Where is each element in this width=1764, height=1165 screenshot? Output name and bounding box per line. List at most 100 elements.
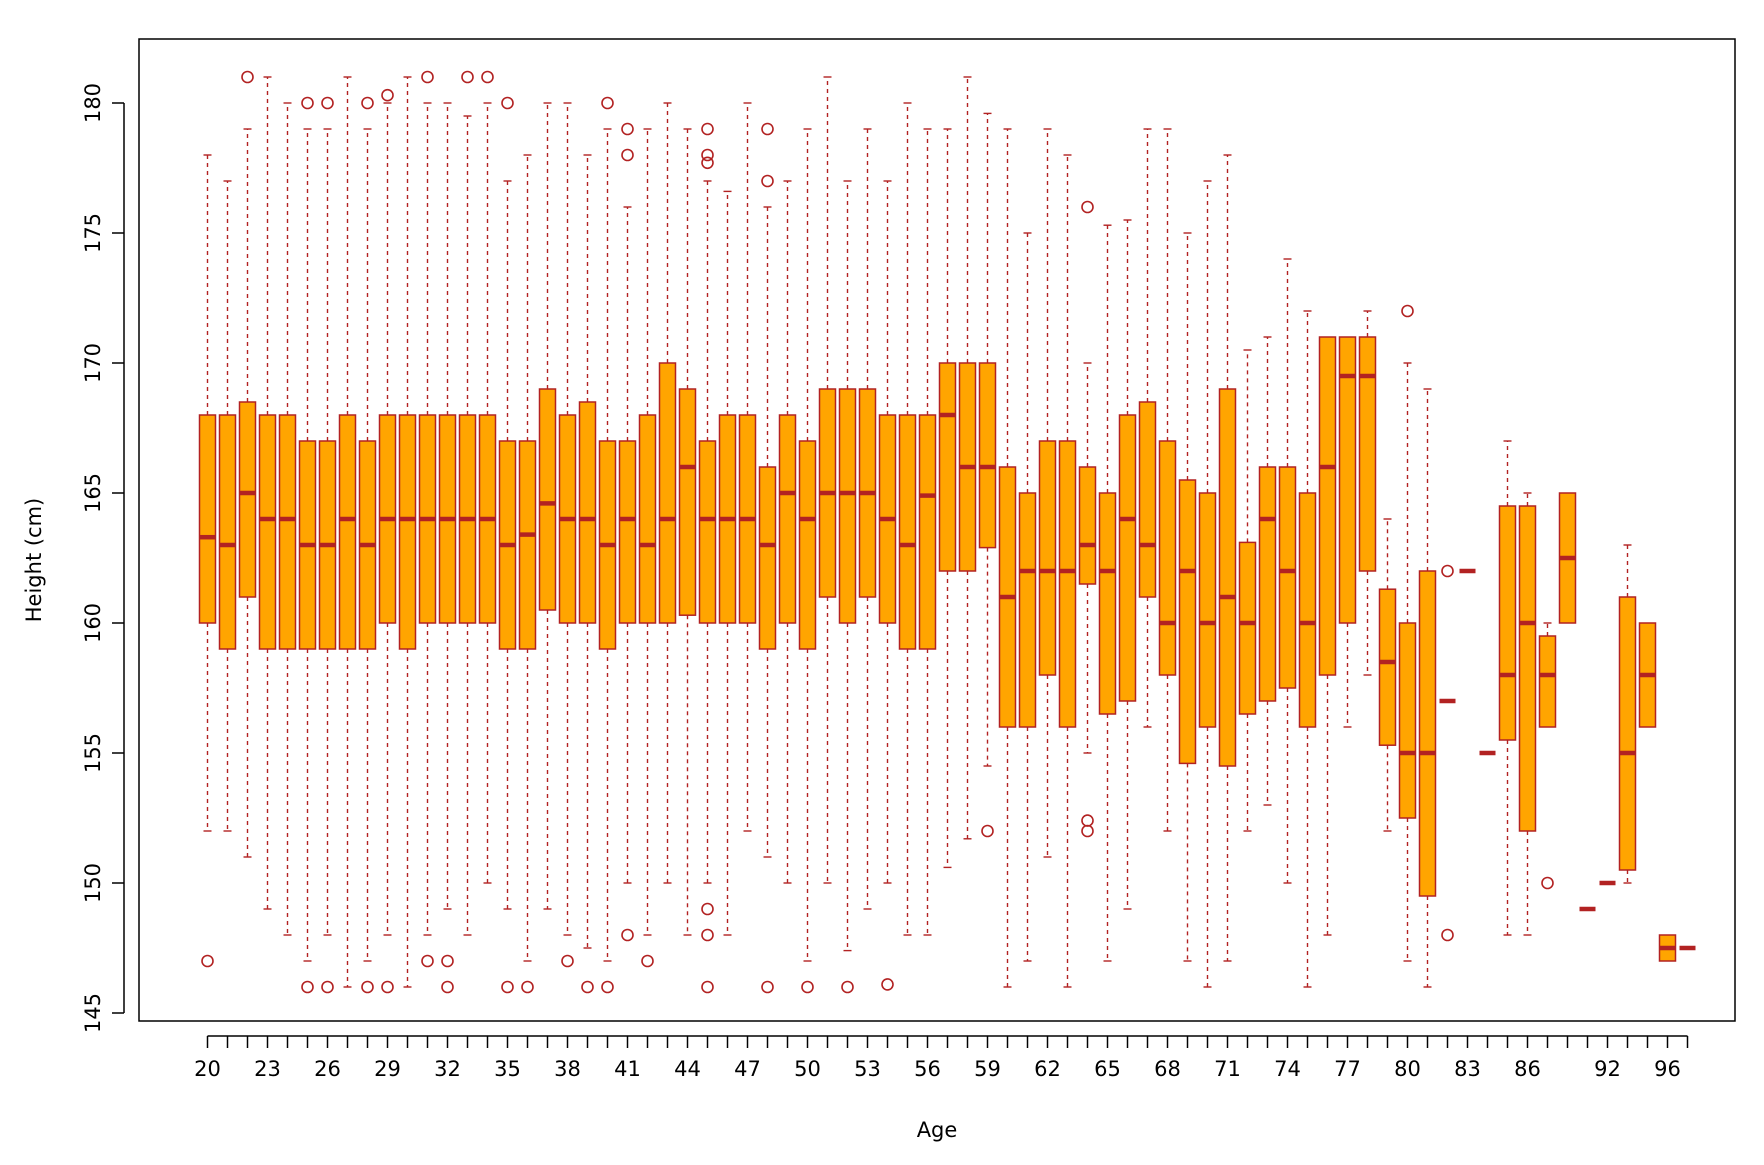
- box-age-53: [858, 128, 877, 910]
- box: [918, 414, 937, 650]
- outlier-point: [1081, 814, 1094, 827]
- box: [278, 414, 297, 650]
- outlier-point: [761, 980, 774, 994]
- box-age-34: [478, 70, 497, 884]
- box: [638, 414, 657, 624]
- box: [1298, 492, 1317, 728]
- box-age-70: [1198, 180, 1217, 988]
- outlier-point: [701, 902, 714, 916]
- box-age-40: [598, 96, 617, 994]
- box-age-29: [378, 88, 397, 994]
- box: [1098, 492, 1117, 715]
- box: [1158, 440, 1177, 676]
- outlier-point: [1081, 824, 1094, 838]
- outlier-point: [501, 980, 514, 994]
- box-age-35: [498, 96, 517, 994]
- box-age-74: [1278, 258, 1297, 884]
- box-age-65: [1098, 224, 1117, 962]
- box-age-72: [1238, 349, 1257, 832]
- box: [1258, 466, 1277, 702]
- x-tick-label: 38: [554, 1057, 581, 1081]
- box-age-43: [658, 102, 677, 884]
- box-age-56: [918, 128, 937, 936]
- box-age-39: [578, 154, 597, 994]
- outlier-point: [701, 122, 714, 136]
- outlier-point: [1401, 304, 1414, 318]
- x-axis-title: Age: [917, 1118, 958, 1142]
- box-age-50: [798, 128, 817, 994]
- box-age-24: [278, 102, 297, 936]
- outlier-point: [1441, 928, 1454, 942]
- outlier-point: [1441, 564, 1454, 578]
- outlier-point: [701, 928, 714, 942]
- box-series: [198, 70, 1696, 994]
- y-axis: 145 150 155 160 165 170 175 180: [81, 83, 125, 1033]
- x-tick-label: 44: [674, 1057, 701, 1081]
- box-age-68: [1158, 128, 1177, 832]
- box: [618, 440, 637, 624]
- box: [218, 414, 237, 650]
- outlier-point: [761, 174, 774, 188]
- box-age-30: [398, 76, 417, 988]
- box-age-37: [538, 102, 557, 910]
- box-age-69: [1178, 232, 1197, 962]
- box-age-20: [198, 154, 217, 968]
- outlier-point: [621, 928, 634, 942]
- box-age-67: [1138, 128, 1157, 728]
- x-tick-label: 53: [854, 1057, 881, 1081]
- x-tick-label: 23: [254, 1057, 281, 1081]
- box: [398, 414, 417, 650]
- x-tick-label: 62: [1034, 1057, 1061, 1081]
- outlier-point: [1081, 200, 1094, 214]
- box: [978, 362, 997, 549]
- box: [1238, 541, 1257, 715]
- box-age-41: [618, 122, 637, 942]
- box-age-21: [218, 180, 237, 832]
- box-age-86: [1518, 492, 1537, 936]
- x-tick-label: 92: [1594, 1057, 1621, 1081]
- y-tick-label: 175: [81, 213, 105, 253]
- outlier-point: [761, 122, 774, 136]
- box-age-77: [1338, 336, 1357, 728]
- box-age-25: [298, 96, 317, 994]
- box-age-23: [258, 76, 277, 910]
- box-age-62: [1038, 128, 1057, 858]
- box: [1418, 570, 1437, 897]
- outlier-point: [501, 96, 514, 110]
- box-age-38: [558, 102, 577, 968]
- box: [578, 401, 597, 624]
- box: [1278, 466, 1297, 689]
- box: [1338, 336, 1357, 624]
- box-age-32: [438, 102, 457, 994]
- y-tick-label: 170: [81, 343, 105, 383]
- outlier-point: [361, 96, 374, 110]
- box: [258, 414, 277, 650]
- x-tick-label: 86: [1514, 1057, 1541, 1081]
- box-age-75: [1298, 310, 1317, 988]
- outlier-point: [801, 980, 814, 994]
- box: [678, 388, 697, 616]
- box: [1078, 466, 1097, 585]
- box-age-96: [1658, 934, 1677, 962]
- outlier-point: [981, 824, 994, 838]
- x-tick-label: 71: [1214, 1057, 1241, 1081]
- outlier-point: [641, 954, 654, 968]
- box-age-76: [1318, 336, 1337, 936]
- box-age-88: [1558, 492, 1577, 624]
- box-age-73: [1258, 336, 1277, 806]
- y-tick-label: 145: [81, 993, 105, 1033]
- x-tick-label: 50: [794, 1057, 821, 1081]
- box-age-49: [778, 180, 797, 884]
- box: [798, 440, 817, 650]
- outlier-point: [841, 980, 854, 994]
- box: [1498, 505, 1517, 741]
- box-age-52: [838, 180, 857, 994]
- box-age-80: [1398, 304, 1417, 962]
- outlier-point: [1541, 876, 1554, 890]
- box-age-60: [998, 128, 1017, 988]
- box: [1178, 479, 1197, 765]
- box-age-47: [738, 102, 757, 832]
- outlier-point: [621, 122, 634, 136]
